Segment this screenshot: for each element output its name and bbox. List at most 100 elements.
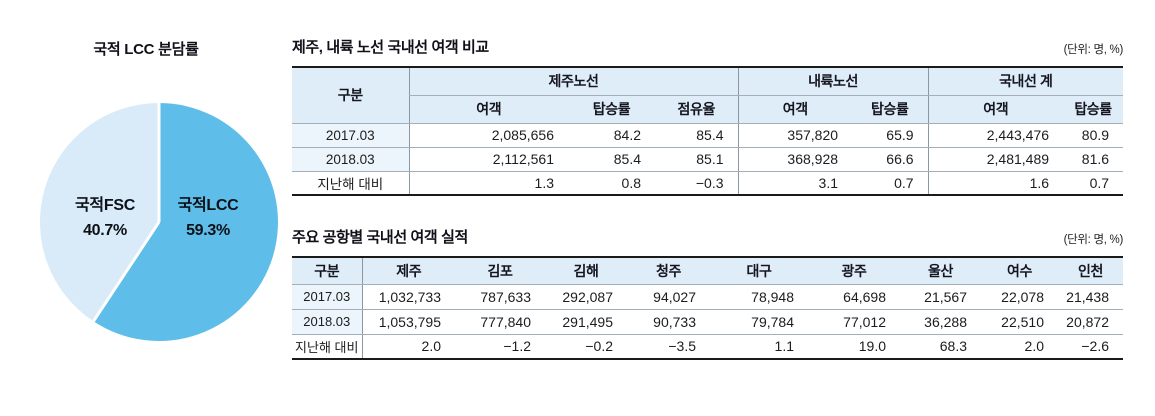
cell: 20,872 [1058, 309, 1123, 335]
airport-table-header-row: 주요 공항별 국내선 여객 실적 (단위: 명, %) [292, 226, 1123, 247]
cell: −2.6 [1058, 334, 1123, 360]
cell: 357,820 [737, 123, 853, 148]
column-header: 광주 [808, 257, 900, 285]
column-header: 여객 [927, 95, 1064, 124]
cell: 0.8 [568, 171, 655, 196]
column-header: 김해 [545, 257, 627, 285]
cell: 787,633 [455, 284, 545, 310]
cell: 1,053,795 [361, 309, 455, 335]
cell: −3.5 [627, 334, 710, 360]
column-header: 인천 [1058, 257, 1123, 285]
table-row: 2018.03 2,112,561 85.4 85.1 368,928 66.6 2,481… [292, 147, 1124, 172]
column-group-header: 국내선 계 [927, 67, 1124, 96]
column-header: 제주 [361, 257, 455, 285]
pie-chart [39, 102, 278, 341]
cell: 84.2 [568, 123, 655, 148]
cell: 2,112,561 [408, 147, 568, 172]
cell: 19.0 [808, 334, 900, 360]
cell: 81.6 [1063, 147, 1124, 172]
column-header: 탑승률 [568, 95, 655, 124]
cell: −0.3 [655, 171, 739, 196]
cell: 3.1 [737, 171, 853, 196]
route-table-unit-note: (단위: 명, %) [1063, 44, 1124, 56]
row-label: 2017.03 [292, 123, 409, 148]
cell: 77,012 [808, 309, 900, 335]
cell: 94,027 [627, 284, 710, 310]
cell: 85.1 [655, 147, 739, 172]
cell: 777,840 [455, 309, 545, 335]
cell: 90,733 [627, 309, 710, 335]
table-row: 2017.03 2,085,656 84.2 85.4 357,820 65.9 2,443… [292, 123, 1124, 148]
pie-slice-divider [92, 221, 161, 323]
cell: 21,567 [900, 284, 981, 310]
lcc-share-pie-panel: 국적 LCC 분담률 국적FSC 40.7% 국적LCC 59.3% [0, 0, 292, 416]
cell: 2.0 [361, 334, 455, 360]
cell: 85.4 [568, 147, 655, 172]
column-header: 여객 [408, 95, 568, 124]
column-header: 대구 [710, 257, 808, 285]
cell: 85.4 [655, 123, 739, 148]
cell: 21,438 [1058, 284, 1123, 310]
cell: 292,087 [545, 284, 627, 310]
cell: −0.2 [545, 334, 627, 360]
cell: 1.1 [710, 334, 808, 360]
pie-label-lcc-value: 59.3% [186, 222, 230, 239]
cell: 2,085,656 [408, 123, 568, 148]
row-label: 2018.03 [292, 309, 362, 335]
cell: 2.0 [981, 334, 1058, 360]
airport-table-title: 주요 공항별 국내선 여객 실적 [292, 229, 468, 246]
pie-label-fsc-name: 국적FSC [75, 197, 135, 214]
cell: −1.2 [455, 334, 545, 360]
cell: 79,784 [710, 309, 808, 335]
cell: 65.9 [852, 123, 929, 148]
pie-label-lcc-name: 국적LCC [177, 197, 239, 214]
cell: 36,288 [900, 309, 981, 335]
pie-label-fsc: 국적FSC 40.7% [50, 193, 160, 243]
cell: 80.9 [1063, 123, 1124, 148]
cell: 1,032,733 [361, 284, 455, 310]
cell: 68.3 [900, 334, 981, 360]
column-group-header: 제주노선 [408, 67, 739, 96]
airport-table-unit-note: (단위: 명, %) [1063, 234, 1124, 246]
column-group-header: 내륙노선 [737, 67, 929, 96]
cell: 22,078 [981, 284, 1058, 310]
column-header: 청주 [627, 257, 710, 285]
cell: 0.7 [852, 171, 929, 196]
table-row: 2018.03 1,053,795 777,840 291,495 90,733 79,7… [292, 309, 1123, 335]
column-header: 울산 [900, 257, 981, 285]
cell: 368,928 [737, 147, 853, 172]
cell: 291,495 [545, 309, 627, 335]
cell: 22,510 [981, 309, 1058, 335]
column-header: 점유율 [655, 95, 739, 124]
row-label: 2017.03 [292, 284, 362, 310]
header-group-row: 구분 제주노선 내륙노선 국내선 계 [292, 67, 1124, 124]
route-table: 구분 제주노선 내륙노선 국내선 계 여객 탑승률 점유율 여객 탑승률 여객 탑승률 2017.03… [292, 66, 1124, 196]
pie-slice-lcc [93, 103, 278, 341]
row-label: 지난해 대비 [292, 171, 409, 196]
pie-chart-title: 국적 LCC 분담률 [93, 41, 199, 58]
corner-header: 구분 [292, 257, 362, 285]
table-row: 지난해 대비 2.0 −1.2 −0.2 −3.5 1.1 19.0 68.3 2.0 −2.6 [292, 334, 1123, 360]
column-header: 탑승률 [852, 95, 929, 124]
header-row: 구분 제주 김포 김해 청주 대구 광주 울산 여수 인천 [292, 257, 1123, 285]
header-sub-row: 여객 탑승률 점유율 여객 탑승률 여객 탑승률 [292, 95, 1124, 124]
corner-header: 구분 [292, 67, 409, 124]
table-row: 2017.03 1,032,733 787,633 292,087 94,027 78,9… [292, 284, 1123, 310]
cell: 78,948 [710, 284, 808, 310]
tables-panel: 제주, 내륙 노선 국내선 여객 비교 (단위: 명, %) 구분 제주노선 내륙노… [292, 0, 1123, 416]
cell: 2,443,476 [927, 123, 1064, 148]
cell: 1.3 [408, 171, 568, 196]
route-table-title: 제주, 내륙 노선 국내선 여객 비교 [292, 39, 489, 56]
airport-table: 구분 제주 김포 김해 청주 대구 광주 울산 여수 인천 2017.03 1,032,733 787,… [292, 256, 1123, 360]
column-header: 탑승률 [1063, 95, 1124, 124]
cell: 2,481,489 [927, 147, 1064, 172]
pie-label-fsc-value: 40.7% [83, 222, 127, 239]
column-header: 김포 [455, 257, 545, 285]
cell: 66.6 [852, 147, 929, 172]
row-label: 2018.03 [292, 147, 409, 172]
column-header: 여객 [737, 95, 853, 124]
row-label: 지난해 대비 [292, 334, 362, 360]
pie-label-lcc: 국적LCC 59.3% [153, 193, 263, 243]
column-header: 여수 [981, 257, 1058, 285]
cell: 1.6 [927, 171, 1064, 196]
